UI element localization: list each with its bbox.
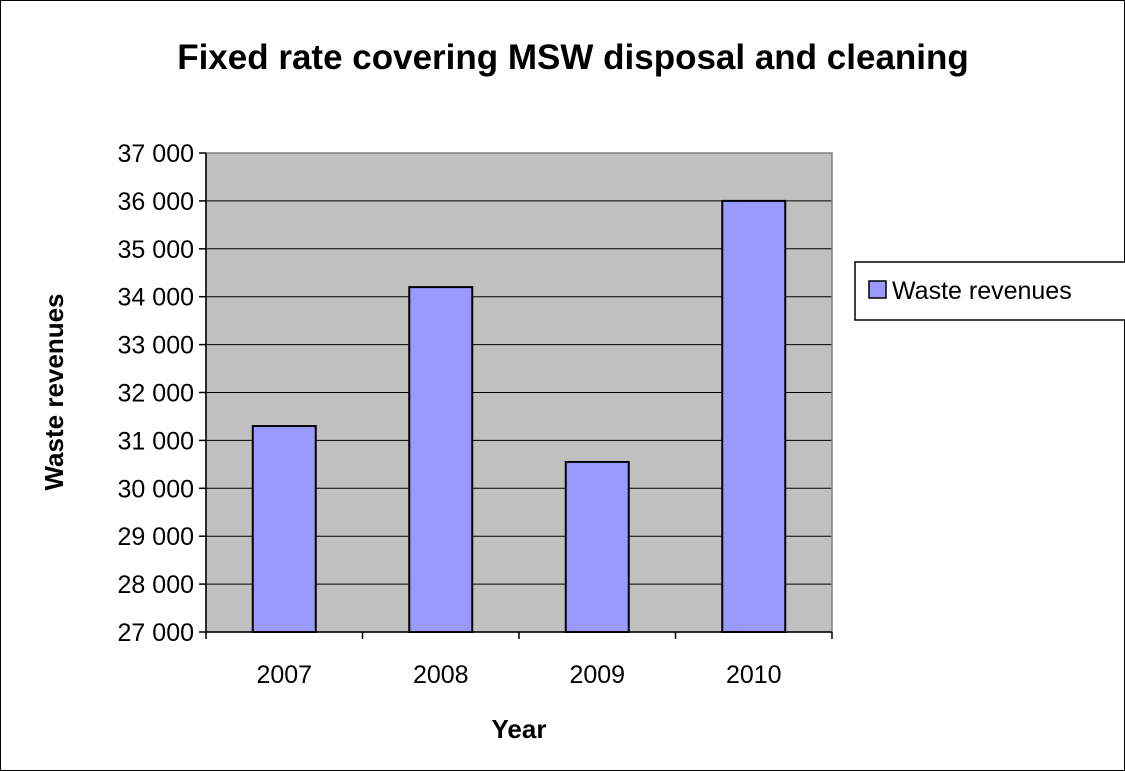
y-tick-label: 28 000	[118, 571, 194, 599]
y-tick-label: 37 000	[118, 140, 194, 168]
bar-2009	[564, 460, 630, 633]
y-tick-label: 32 000	[118, 380, 194, 408]
x-tick-label: 2008	[413, 661, 469, 689]
y-tick-label: 29 000	[118, 523, 194, 551]
bar-2008	[408, 286, 474, 633]
bar-2010	[721, 199, 787, 633]
x-tick-label: 2007	[256, 661, 312, 689]
y-tick-label: 36 000	[118, 188, 194, 216]
y-tick-label: 34 000	[118, 284, 194, 312]
y-tick-label: 33 000	[118, 332, 194, 360]
y-tick-label: 27 000	[118, 619, 194, 647]
chart-title: Fixed rate covering MSW disposal and cle…	[177, 38, 969, 77]
bar-2007	[251, 425, 317, 633]
y-axis-title: Waste revenues	[39, 293, 69, 490]
y-tick-label: 35 000	[118, 236, 194, 264]
y-axis-ticks: 27 000 28 000 29 000 30 000 31 000 32 000 33 0…	[118, 140, 206, 647]
legend-box	[854, 261, 1125, 321]
x-axis-title: Year	[492, 714, 547, 744]
x-tick-label: 2010	[726, 661, 782, 689]
legend-label: Waste revenues	[892, 277, 1072, 305]
legend-swatch	[868, 280, 887, 299]
y-tick-label: 30 000	[118, 475, 194, 503]
legend: Waste revenues	[854, 261, 1125, 321]
y-tick-label: 31 000	[118, 427, 194, 455]
x-tick-label: 2009	[569, 661, 625, 689]
x-axis-ticks: 2007 2008 2009 2010	[205, 632, 833, 689]
